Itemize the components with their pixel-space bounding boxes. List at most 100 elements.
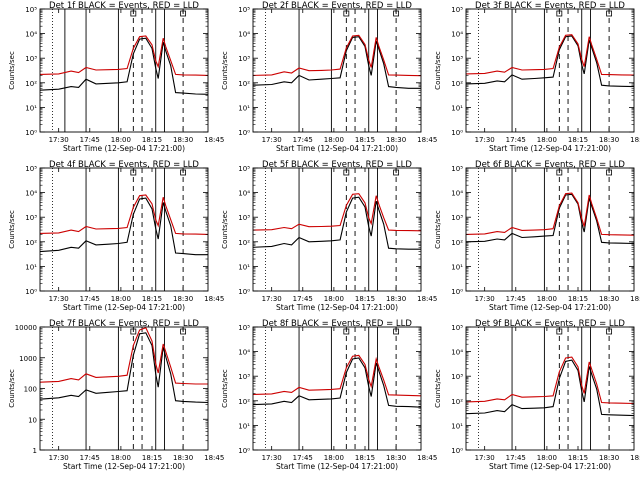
y-tick-label: 10⁴ bbox=[238, 190, 250, 198]
x-tick-label: 18:45 bbox=[204, 136, 224, 144]
x-tick-label: 18:45 bbox=[630, 295, 640, 303]
series-line-events bbox=[466, 35, 634, 88]
y-tick-label: 10² bbox=[238, 239, 250, 247]
y-axis-label: Counts/sec bbox=[8, 210, 16, 249]
y-tick-label: 10² bbox=[238, 80, 250, 88]
plot-area bbox=[253, 327, 421, 450]
x-tick-label: 18:15 bbox=[568, 454, 588, 462]
x-tick-label: 17:30 bbox=[49, 454, 69, 462]
series-line-lld bbox=[466, 192, 634, 236]
panel-title: Det 8f BLACK = Events, RED = LLD bbox=[262, 319, 412, 329]
x-tick-label: 17:30 bbox=[475, 454, 495, 462]
flag-marker bbox=[556, 328, 563, 335]
y-tick-label: 10⁵ bbox=[25, 165, 37, 173]
y-tick-label: 10⁰ bbox=[25, 288, 37, 296]
flag-marker bbox=[343, 328, 350, 335]
y-tick-label: 10⁵ bbox=[451, 324, 463, 332]
x-tick-label: 18:30 bbox=[386, 295, 406, 303]
y-axis-label: Counts/sec bbox=[221, 369, 229, 408]
x-tick-label: 18:15 bbox=[568, 295, 588, 303]
series-line-lld bbox=[253, 193, 421, 232]
y-tick-label: 10¹ bbox=[451, 263, 463, 271]
y-axis-label: Counts/sec bbox=[434, 369, 442, 408]
plot-area bbox=[466, 327, 634, 450]
y-tick-label: 10¹ bbox=[25, 263, 37, 271]
y-tick-label: 10³ bbox=[25, 214, 37, 222]
y-tick-label: 10¹ bbox=[238, 422, 250, 430]
y-axis-label: Counts/sec bbox=[434, 210, 442, 249]
y-tick-label: 10⁰ bbox=[238, 288, 250, 296]
x-tick-label: 18:45 bbox=[417, 454, 437, 462]
plot-area bbox=[253, 9, 421, 132]
series-line-events bbox=[466, 359, 634, 417]
panel-title: Det 3f BLACK = Events, RED = LLD bbox=[475, 1, 625, 11]
y-tick-label: 10⁰ bbox=[238, 447, 250, 455]
axes-frame bbox=[465, 8, 635, 133]
x-tick-label: 18:00 bbox=[537, 295, 557, 303]
y-tick-label: 10¹ bbox=[451, 104, 463, 112]
y-tick-label: 10² bbox=[451, 398, 463, 406]
x-tick-label: 18:00 bbox=[537, 454, 557, 462]
x-tick-label: 18:30 bbox=[386, 454, 406, 462]
chart-panel-9: Det 9f BLACK = Events, RED = LLD 10⁰ 10¹ 10… bbox=[434, 319, 640, 471]
y-tick-label: 10¹ bbox=[451, 422, 463, 430]
x-tick-label: 17:45 bbox=[80, 295, 100, 303]
x-tick-label: 17:45 bbox=[293, 454, 313, 462]
series-line-events bbox=[253, 36, 421, 89]
x-tick-label: 17:30 bbox=[262, 454, 282, 462]
y-tick-label: 10⁰ bbox=[238, 129, 250, 137]
x-tick-label: 18:30 bbox=[599, 454, 619, 462]
y-axis-label: Counts/sec bbox=[8, 51, 16, 90]
plot-area bbox=[40, 327, 208, 450]
y-tick-label: 10⁰ bbox=[451, 447, 463, 455]
series-line-events bbox=[253, 357, 421, 408]
x-tick-label: 18:30 bbox=[173, 454, 193, 462]
panel-title: Det 9f BLACK = Events, RED = LLD bbox=[475, 319, 625, 329]
y-tick-label: 10 bbox=[28, 416, 37, 424]
panel-title: Det 4f BLACK = Events, RED = LLD bbox=[49, 160, 199, 170]
x-tick-label: 18:00 bbox=[324, 295, 344, 303]
y-tick-label: 10³ bbox=[238, 373, 250, 381]
chart-panel-4: Det 4f BLACK = Events, RED = LLD 10⁰ 10¹ 10… bbox=[8, 160, 224, 312]
x-tick-label: 17:45 bbox=[80, 454, 100, 462]
x-tick-label: 18:00 bbox=[111, 136, 131, 144]
x-tick-label: 17:45 bbox=[293, 295, 313, 303]
y-tick-label: 10⁴ bbox=[238, 31, 250, 39]
flag-marker bbox=[556, 10, 563, 17]
x-tick-label: 18:15 bbox=[142, 454, 162, 462]
series-line-lld bbox=[253, 354, 421, 397]
y-tick-label: 10¹ bbox=[238, 263, 250, 271]
flag-marker bbox=[556, 169, 563, 176]
series-line-events bbox=[40, 197, 208, 256]
x-tick-label: 18:30 bbox=[173, 136, 193, 144]
chart-panel-7: Det 7f BLACK = Events, RED = LLD 1 10 100 10… bbox=[8, 319, 224, 471]
series-line-events bbox=[40, 37, 208, 95]
series-line-events bbox=[40, 332, 208, 404]
panel-title: Det 6f BLACK = Events, RED = LLD bbox=[475, 160, 625, 170]
plot-area bbox=[466, 9, 634, 132]
x-tick-label: 18:30 bbox=[173, 295, 193, 303]
x-axis-label: Start Time (12-Sep-04 17:21:00) bbox=[63, 144, 185, 153]
axes-frame bbox=[252, 326, 422, 451]
y-tick-label: 10³ bbox=[451, 214, 463, 222]
y-tick-label: 10¹ bbox=[25, 104, 37, 112]
flag-marker bbox=[343, 10, 350, 17]
plot-area bbox=[253, 168, 421, 291]
y-tick-label: 10⁵ bbox=[238, 324, 250, 332]
panel-title: Det 7f BLACK = Events, RED = LLD bbox=[49, 319, 199, 329]
series-line-events bbox=[466, 193, 634, 245]
y-tick-label: 10⁵ bbox=[238, 6, 250, 14]
y-tick-label: 1000 bbox=[19, 355, 37, 363]
y-tick-label: 10³ bbox=[25, 55, 37, 63]
x-tick-label: 18:15 bbox=[568, 136, 588, 144]
y-tick-label: 10³ bbox=[451, 55, 463, 63]
x-tick-label: 18:45 bbox=[630, 136, 640, 144]
x-tick-label: 18:15 bbox=[142, 136, 162, 144]
series-line-lld bbox=[40, 194, 208, 235]
flag-marker bbox=[130, 328, 137, 335]
plot-area bbox=[40, 9, 208, 132]
series-line-lld bbox=[466, 34, 634, 76]
x-tick-label: 18:45 bbox=[417, 136, 437, 144]
y-tick-label: 100 bbox=[24, 386, 37, 394]
panel-title: Det 2f BLACK = Events, RED = LLD bbox=[262, 1, 412, 11]
